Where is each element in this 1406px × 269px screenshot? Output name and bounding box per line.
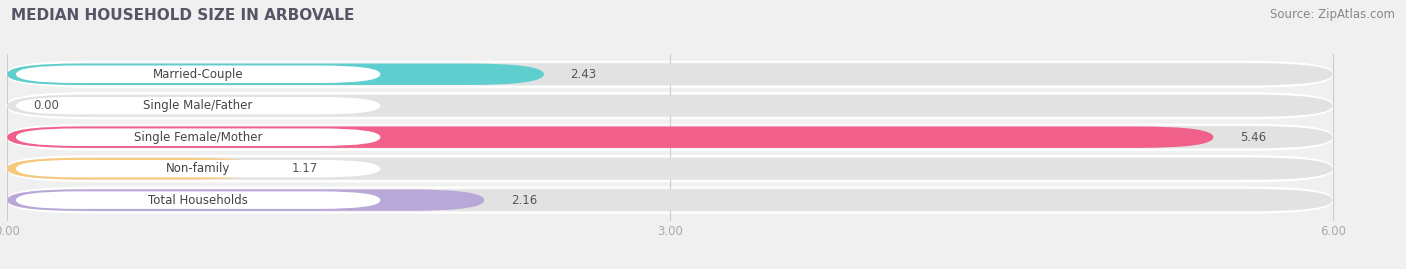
Text: 1.17: 1.17 [292, 162, 318, 175]
Text: Single Female/Mother: Single Female/Mother [134, 131, 263, 144]
Text: 0.00: 0.00 [34, 99, 59, 112]
Text: Non-family: Non-family [166, 162, 231, 175]
Text: MEDIAN HOUSEHOLD SIZE IN ARBOVALE: MEDIAN HOUSEHOLD SIZE IN ARBOVALE [11, 8, 354, 23]
FancyBboxPatch shape [7, 95, 1333, 116]
FancyBboxPatch shape [7, 126, 1333, 148]
FancyBboxPatch shape [7, 189, 484, 211]
FancyBboxPatch shape [7, 189, 1333, 211]
FancyBboxPatch shape [7, 158, 1333, 179]
FancyBboxPatch shape [15, 128, 381, 146]
Text: Married-Couple: Married-Couple [153, 68, 243, 81]
FancyBboxPatch shape [15, 160, 381, 178]
FancyBboxPatch shape [7, 158, 266, 179]
Text: 5.46: 5.46 [1240, 131, 1265, 144]
Text: Single Male/Father: Single Male/Father [143, 99, 253, 112]
Text: Source: ZipAtlas.com: Source: ZipAtlas.com [1270, 8, 1395, 21]
Text: 2.16: 2.16 [510, 194, 537, 207]
FancyBboxPatch shape [15, 97, 381, 115]
Text: Total Households: Total Households [148, 194, 247, 207]
FancyBboxPatch shape [15, 65, 381, 83]
FancyBboxPatch shape [7, 126, 1213, 148]
FancyBboxPatch shape [15, 191, 381, 209]
Text: 2.43: 2.43 [571, 68, 596, 81]
FancyBboxPatch shape [7, 63, 544, 85]
FancyBboxPatch shape [7, 63, 1333, 85]
